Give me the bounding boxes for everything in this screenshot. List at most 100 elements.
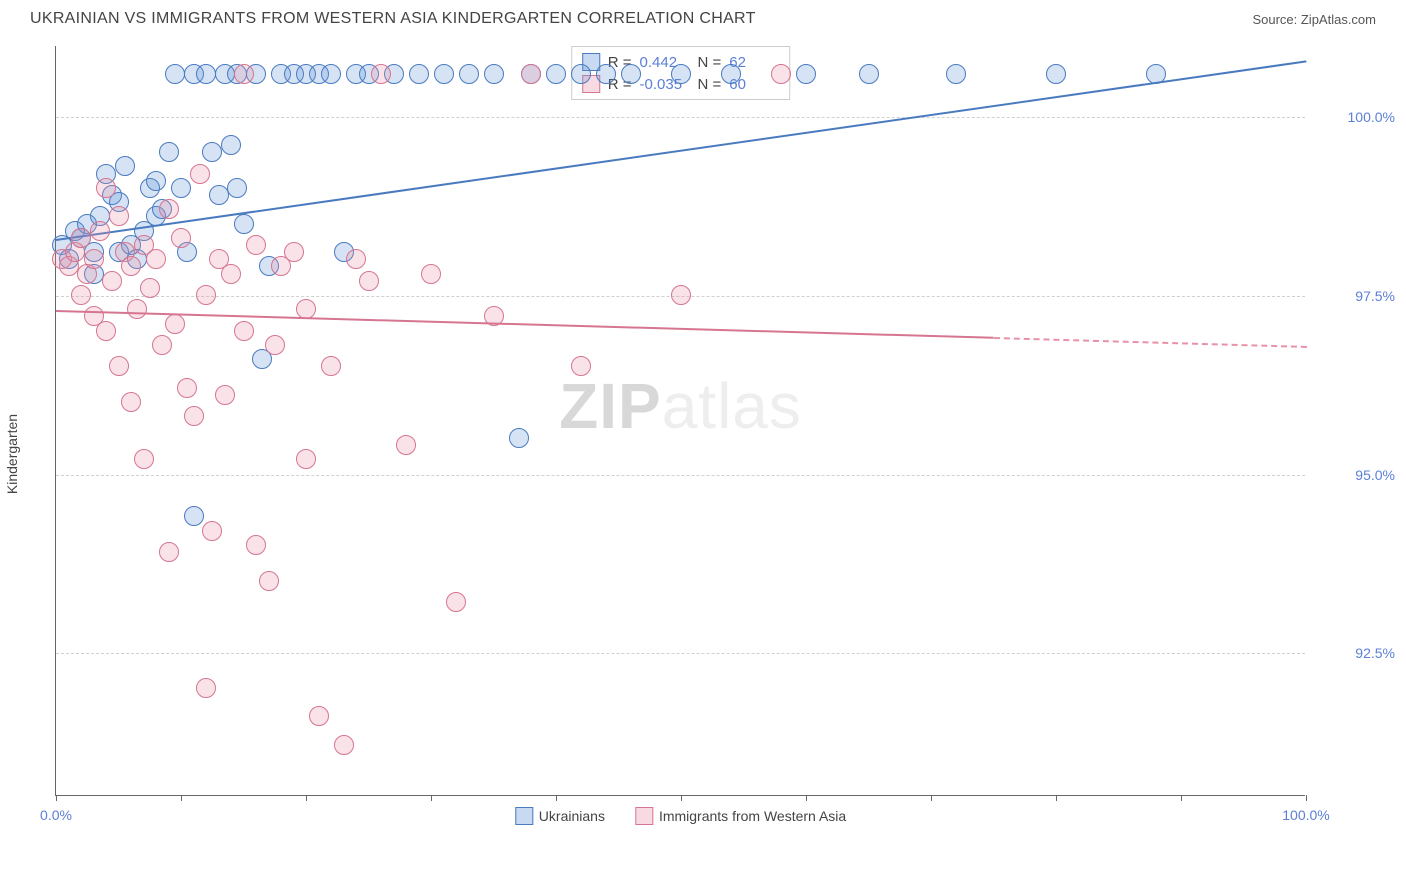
- legend-label-series-1: Immigrants from Western Asia: [659, 808, 846, 824]
- legend-swatch-series-1: [635, 807, 653, 825]
- x-tick: [806, 795, 807, 801]
- data-point-series-0: [796, 64, 816, 84]
- n-label: N =: [698, 76, 722, 93]
- data-point-series-0: [596, 64, 616, 84]
- x-tick: [56, 795, 57, 801]
- data-point-series-0: [171, 178, 191, 198]
- x-tick: [1306, 795, 1307, 801]
- data-point-series-1: [265, 335, 285, 355]
- data-point-series-0: [146, 171, 166, 191]
- data-point-series-0: [209, 185, 229, 205]
- legend-item-series-0: Ukrainians: [515, 807, 605, 825]
- data-point-series-1: [152, 335, 172, 355]
- data-point-series-0: [459, 64, 479, 84]
- data-point-series-1: [90, 221, 110, 241]
- x-tick: [181, 795, 182, 801]
- data-point-series-0: [1046, 64, 1066, 84]
- data-point-series-1: [121, 392, 141, 412]
- data-point-series-1: [71, 285, 91, 305]
- data-point-series-1: [146, 249, 166, 269]
- data-point-series-1: [96, 321, 116, 341]
- chart-header: UKRAINIAN VS IMMIGRANTS FROM WESTERN ASI…: [0, 0, 1406, 36]
- data-point-series-1: [102, 271, 122, 291]
- data-point-series-1: [309, 706, 329, 726]
- y-tick-label: 92.5%: [1315, 645, 1395, 661]
- data-point-series-1: [246, 535, 266, 555]
- x-tick: [1056, 795, 1057, 801]
- data-point-series-1: [196, 285, 216, 305]
- data-point-series-1: [109, 206, 129, 226]
- data-point-series-1: [190, 164, 210, 184]
- data-point-series-1: [134, 449, 154, 469]
- data-point-series-1: [671, 285, 691, 305]
- data-point-series-1: [184, 406, 204, 426]
- data-point-series-0: [184, 506, 204, 526]
- plot-area: ZIPatlas R = 0.442 N = 62 R = -0.035 N =…: [55, 46, 1305, 796]
- data-point-series-1: [421, 264, 441, 284]
- data-point-series-1: [521, 64, 541, 84]
- x-tick: [681, 795, 682, 801]
- data-point-series-1: [159, 542, 179, 562]
- data-point-series-1: [127, 299, 147, 319]
- data-point-series-0: [321, 64, 341, 84]
- data-point-series-1: [171, 228, 191, 248]
- data-point-series-0: [196, 64, 216, 84]
- y-tick-label: 100.0%: [1315, 109, 1395, 125]
- data-point-series-1: [96, 178, 116, 198]
- data-point-series-0: [484, 64, 504, 84]
- data-point-series-1: [215, 385, 235, 405]
- data-point-series-1: [259, 571, 279, 591]
- data-point-series-1: [246, 235, 266, 255]
- data-point-series-1: [109, 356, 129, 376]
- data-point-series-1: [371, 64, 391, 84]
- data-point-series-0: [859, 64, 879, 84]
- data-point-series-1: [321, 356, 341, 376]
- data-point-series-1: [234, 64, 254, 84]
- y-axis-label: Kindergarten: [4, 414, 20, 494]
- data-point-series-0: [159, 142, 179, 162]
- data-point-series-1: [771, 64, 791, 84]
- data-point-series-0: [234, 214, 254, 234]
- data-point-series-0: [202, 142, 222, 162]
- watermark-light: atlas: [662, 370, 802, 442]
- data-point-series-1: [334, 735, 354, 755]
- data-point-series-1: [202, 521, 222, 541]
- y-tick-label: 97.5%: [1315, 288, 1395, 304]
- data-point-series-0: [671, 64, 691, 84]
- data-point-series-0: [434, 64, 454, 84]
- data-point-series-0: [509, 428, 529, 448]
- x-tick: [556, 795, 557, 801]
- data-point-series-1: [284, 242, 304, 262]
- series-legend: Ukrainians Immigrants from Western Asia: [515, 807, 846, 825]
- data-point-series-0: [227, 178, 247, 198]
- gridline-h: [56, 117, 1305, 118]
- watermark-bold: ZIP: [559, 370, 662, 442]
- data-point-series-1: [446, 592, 466, 612]
- data-point-series-0: [409, 64, 429, 84]
- x-tick: [1181, 795, 1182, 801]
- data-point-series-1: [196, 678, 216, 698]
- source-link[interactable]: ZipAtlas.com: [1301, 12, 1376, 27]
- chart-title: UKRAINIAN VS IMMIGRANTS FROM WESTERN ASI…: [30, 10, 756, 28]
- data-point-series-1: [296, 449, 316, 469]
- x-tick-label-max: 100.0%: [1282, 807, 1329, 823]
- x-tick: [431, 795, 432, 801]
- x-tick: [931, 795, 932, 801]
- x-tick-label-min: 0.0%: [40, 807, 72, 823]
- data-point-series-1: [221, 264, 241, 284]
- gridline-h: [56, 653, 1305, 654]
- source-attribution: Source: ZipAtlas.com: [1252, 12, 1376, 27]
- data-point-series-1: [396, 435, 416, 455]
- data-point-series-0: [221, 135, 241, 155]
- data-point-series-1: [71, 228, 91, 248]
- legend-label-series-0: Ukrainians: [539, 808, 605, 824]
- data-point-series-1: [346, 249, 366, 269]
- data-point-series-1: [84, 249, 104, 269]
- data-point-series-1: [177, 378, 197, 398]
- watermark: ZIPatlas: [559, 369, 802, 443]
- data-point-series-1: [165, 314, 185, 334]
- x-tick: [306, 795, 307, 801]
- legend-swatch-series-0: [515, 807, 533, 825]
- data-point-series-0: [946, 64, 966, 84]
- data-point-series-0: [571, 64, 591, 84]
